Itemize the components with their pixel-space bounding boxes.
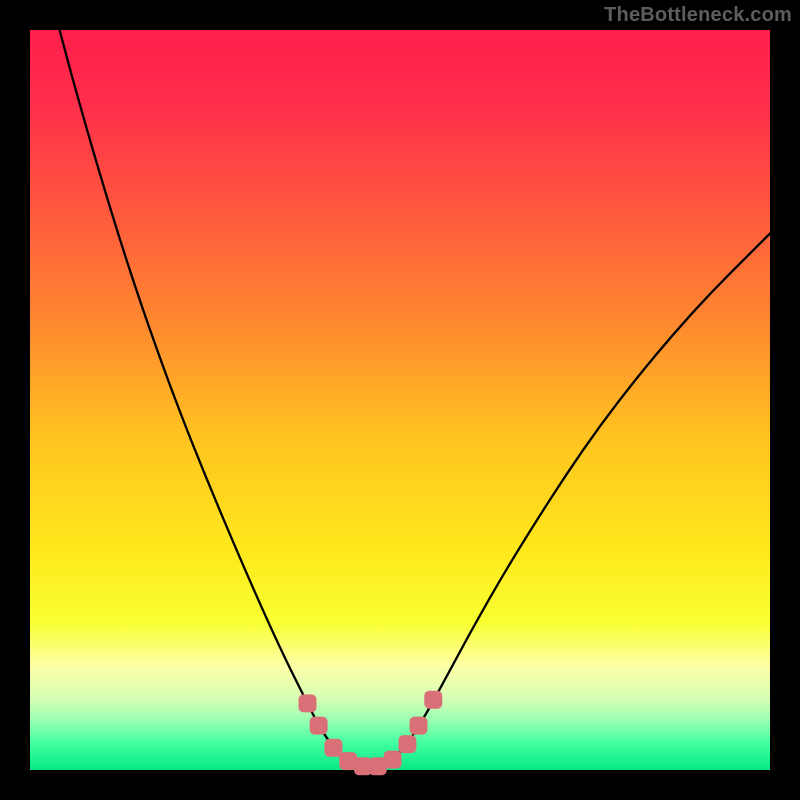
curve-marker <box>410 717 428 735</box>
chart-svg <box>0 0 800 800</box>
curve-marker <box>299 694 317 712</box>
curve-marker <box>424 691 442 709</box>
curve-marker <box>398 735 416 753</box>
curve-marker <box>310 717 328 735</box>
plot-area <box>30 30 770 770</box>
watermark-text: TheBottleneck.com <box>604 4 792 27</box>
curve-marker <box>324 739 342 757</box>
chart-stage: TheBottleneck.com <box>0 0 800 800</box>
curve-marker <box>384 751 402 769</box>
